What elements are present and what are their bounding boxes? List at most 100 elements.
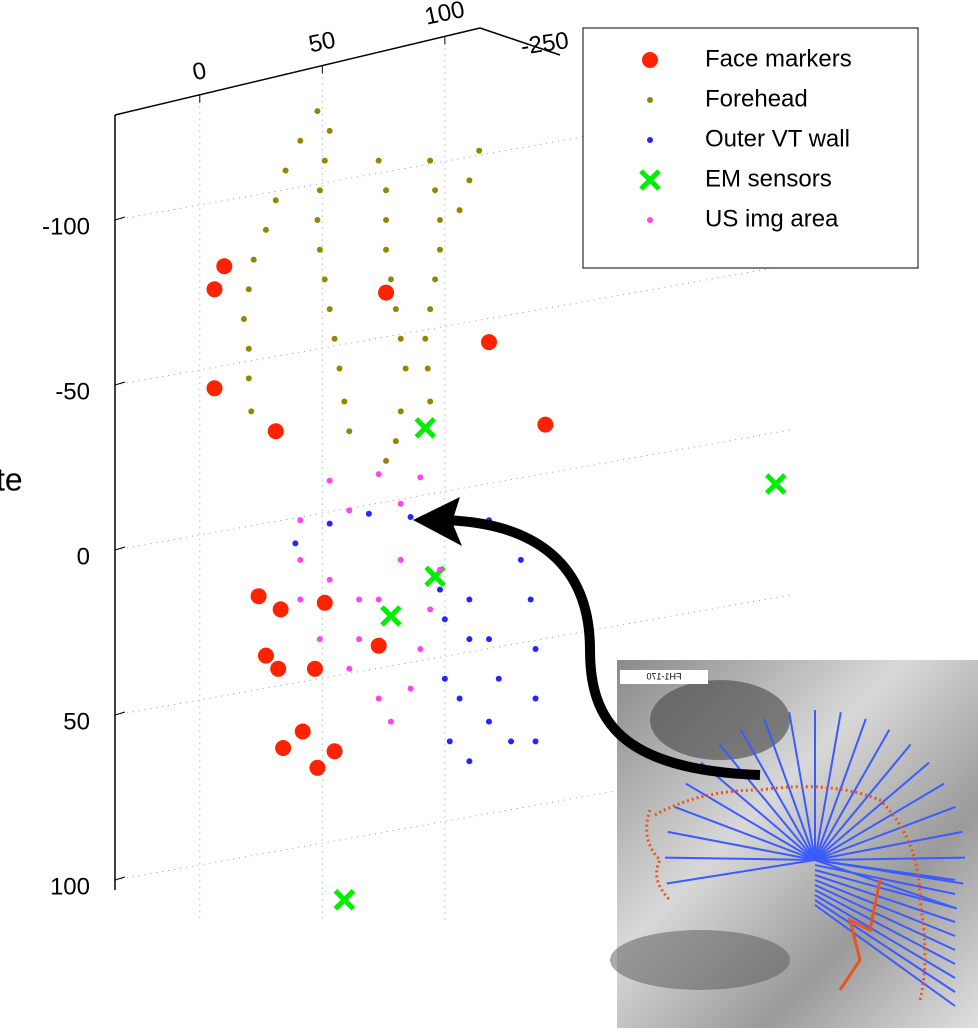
point (297, 596, 304, 603)
point (316, 246, 323, 253)
point (262, 226, 269, 233)
point (294, 723, 311, 740)
point (326, 743, 343, 760)
y-tick-label: 0 (77, 543, 90, 570)
annotation: te (0, 461, 23, 497)
point (375, 157, 382, 164)
z-tick-label: -250 (519, 27, 570, 60)
legend-marker (642, 52, 658, 68)
point (436, 217, 443, 223)
point (270, 660, 287, 677)
point (480, 334, 497, 351)
point (383, 217, 390, 223)
inset-label: FH1-170 (646, 671, 681, 681)
point (356, 636, 363, 643)
legend-label: Outer VT wall (705, 125, 850, 152)
point (326, 306, 333, 313)
point (314, 108, 321, 115)
point (275, 740, 292, 756)
y-tick (114, 216, 126, 221)
point (383, 457, 390, 464)
point (456, 695, 463, 702)
fan-line (814, 761, 930, 861)
point (378, 284, 395, 301)
fan-line (814, 806, 956, 861)
point (240, 316, 247, 322)
fan-line (814, 899, 956, 993)
legend-marker (647, 137, 653, 143)
point (206, 380, 223, 397)
inset-contour (654, 785, 927, 1001)
point (466, 636, 473, 643)
point (297, 137, 304, 144)
fan-line (814, 782, 945, 861)
point (245, 345, 252, 352)
point (356, 596, 363, 603)
point (250, 588, 267, 605)
x-tick-label: 50 (306, 26, 338, 58)
fan-line (814, 904, 956, 1007)
y-tick (114, 546, 126, 551)
point (441, 616, 448, 623)
marker-shape (380, 605, 402, 627)
point (321, 157, 328, 164)
fan-line (814, 718, 867, 861)
inset-image: FH1-170 (610, 660, 978, 1028)
point (333, 889, 356, 911)
point (407, 514, 414, 520)
point (250, 256, 257, 263)
point (764, 473, 787, 495)
marker-shape (333, 889, 356, 911)
point (397, 556, 404, 563)
point (402, 365, 409, 372)
point (485, 636, 492, 643)
x-tick-label: 100 (422, 0, 467, 31)
legend-label: Face markers (705, 45, 852, 72)
y-tick-label: 100 (50, 873, 90, 900)
fan-line (814, 830, 963, 861)
legend-marker (647, 97, 653, 103)
point (427, 157, 434, 164)
grid-line (114, 264, 791, 386)
point (537, 416, 554, 433)
point (370, 637, 387, 654)
point (495, 675, 502, 682)
depth-axis-line (479, 27, 561, 56)
point (326, 520, 333, 527)
point (316, 594, 333, 611)
inset-label-box (620, 670, 708, 684)
marker-shape (414, 417, 437, 439)
point (257, 647, 274, 664)
point (380, 605, 402, 627)
fan-line (814, 879, 956, 937)
point (292, 540, 299, 547)
fan-line (674, 806, 816, 861)
point (245, 286, 252, 293)
fan-line (814, 884, 956, 951)
fan-line (665, 856, 816, 861)
point (532, 738, 539, 745)
fan-line (814, 729, 891, 861)
fan-line (814, 859, 956, 881)
legend-label: US img area (705, 205, 839, 232)
point (432, 187, 439, 194)
grid-line (114, 429, 791, 551)
point (517, 556, 524, 563)
point (326, 576, 333, 583)
point (456, 207, 463, 214)
point (466, 177, 473, 184)
y-tick (114, 876, 126, 881)
point (466, 596, 473, 603)
fan-line (814, 864, 956, 895)
point (272, 197, 279, 204)
y-tick-label: 50 (63, 708, 90, 735)
point (527, 596, 534, 603)
point (383, 187, 390, 194)
point (375, 596, 382, 603)
point (387, 276, 394, 283)
point (441, 675, 448, 682)
point (245, 375, 252, 382)
legend-marker (639, 169, 661, 191)
fan-line (718, 743, 816, 861)
fan-line (814, 856, 965, 861)
